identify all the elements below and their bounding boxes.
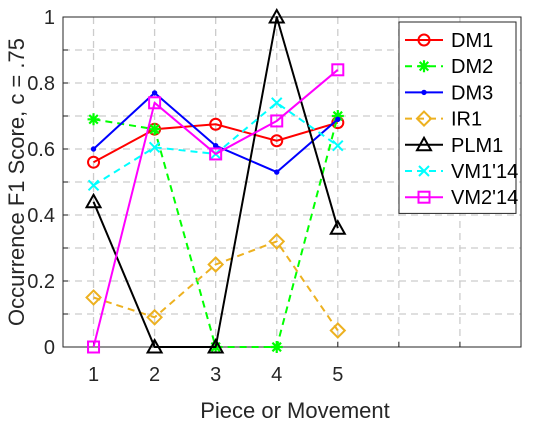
x-axis-label: Piece or Movement	[200, 398, 390, 423]
legend-label: DM2	[451, 56, 493, 78]
data-point-plm1	[268, 7, 286, 24]
data-point-vm2-14	[331, 63, 345, 77]
data-point-dm1	[209, 117, 223, 131]
legend-marker	[415, 135, 433, 152]
y-tick-label: 0.2	[27, 271, 55, 293]
legend-entry-ir1: IR1	[405, 109, 482, 131]
data-point-vm1-14	[271, 97, 283, 109]
x-tick-label: 3	[210, 364, 221, 386]
series-line-vm2-14	[92, 69, 339, 348]
data-point-plm1	[329, 219, 347, 235]
legend-marker	[421, 89, 427, 96]
y-tick-label: 0.4	[27, 205, 55, 227]
x-tick-label: 5	[332, 364, 343, 386]
legend-label: DM3	[451, 82, 493, 104]
data-point-ir1	[85, 289, 102, 306]
data-point-vm1-14	[148, 141, 161, 154]
series-dm3	[90, 90, 341, 175]
y-tick-label: 0.8	[27, 73, 55, 95]
series-line-plm1	[92, 16, 339, 348]
data-point-vm1-14	[87, 179, 100, 192]
data-point-ir1	[329, 322, 347, 339]
legend-marker	[417, 33, 431, 47]
data-point-dm2	[148, 123, 161, 136]
data-point-dm3	[212, 143, 219, 149]
legend-label: VM1'14	[451, 161, 518, 183]
legend-label: DM1	[451, 30, 493, 52]
legend-entry-dm2: DM2	[405, 56, 493, 78]
legend-entry-vm1-14: VM1'14	[405, 161, 518, 183]
series-vm2-14	[87, 63, 345, 354]
data-point-vm2-14	[270, 114, 284, 128]
legend-marker	[418, 60, 430, 73]
series-group	[84, 7, 347, 354]
y-tick-label: 0.6	[27, 139, 55, 161]
data-point-plm1	[206, 337, 225, 354]
legend-marker	[418, 165, 430, 177]
data-point-dm1	[87, 155, 101, 169]
legend-label: IR1	[451, 109, 482, 131]
data-point-dm2	[331, 110, 344, 122]
y-tick-label: 1	[44, 7, 55, 29]
series-line-ir1	[93, 240, 339, 332]
x-tick-label: 1	[88, 364, 99, 386]
data-point-dm2	[87, 113, 100, 126]
data-point-dm2	[270, 341, 283, 353]
data-point-vm2-14	[87, 340, 101, 354]
data-point-vm2-14	[148, 96, 162, 110]
y-axis: 0 0.2 0.4 0.6 0.8 1	[27, 7, 68, 359]
data-point-vm1-14	[332, 139, 344, 152]
data-point-dm3	[90, 146, 97, 152]
data-point-dm3	[151, 90, 158, 96]
legend-entry-plm1: PLM1	[405, 135, 503, 157]
data-point-plm1	[84, 192, 103, 209]
x-tick-label: 2	[149, 364, 160, 386]
series-plm1	[84, 7, 347, 354]
legend-marker	[415, 110, 433, 128]
data-point-ir1	[146, 308, 164, 326]
x-tick-label: 4	[271, 364, 282, 386]
legend-entry-dm3: DM3	[405, 82, 493, 104]
data-point-dm3	[335, 116, 341, 123]
legend-entry-vm2-14: VM2'14	[405, 187, 518, 209]
data-point-dm3	[274, 169, 280, 175]
data-point-ir1	[268, 232, 286, 250]
data-point-dm1	[270, 134, 284, 148]
series-ir1	[85, 232, 347, 339]
legend-label: PLM1	[451, 135, 503, 157]
y-tick-label: 0	[44, 337, 55, 359]
legend-marker	[417, 190, 431, 204]
series-line-dm1	[93, 121, 339, 164]
data-point-plm1	[145, 337, 164, 354]
legend-label: VM2'14	[451, 187, 518, 209]
legend-entry-dm1: DM1	[405, 30, 493, 52]
data-point-vm2-14	[209, 147, 223, 161]
grid	[63, 17, 521, 347]
data-point-ir1	[207, 256, 225, 273]
y-axis-label: Occurrence F1 Score, c = .75	[4, 38, 29, 326]
legend: DM1 DM2 DM3 IR1 PLM1 VM1'14 VM2'14	[398, 21, 518, 214]
